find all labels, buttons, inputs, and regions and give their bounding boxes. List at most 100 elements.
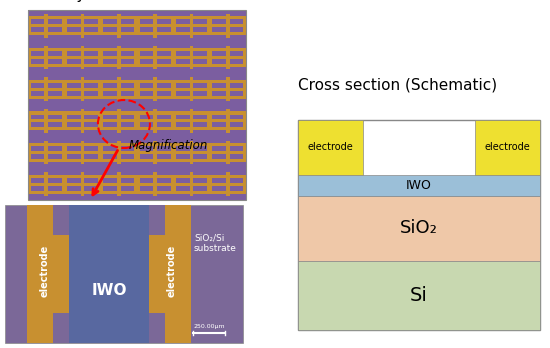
Bar xyxy=(81,46,84,69)
Bar xyxy=(67,183,81,186)
Bar xyxy=(157,143,171,146)
Bar xyxy=(67,64,81,67)
Bar xyxy=(64,80,67,99)
Bar xyxy=(48,48,62,51)
Bar xyxy=(157,80,171,83)
Bar xyxy=(120,143,134,146)
Bar xyxy=(140,64,153,67)
Bar xyxy=(207,143,210,162)
Bar xyxy=(45,77,48,101)
Bar xyxy=(117,46,120,69)
Bar xyxy=(298,120,364,175)
Bar xyxy=(190,172,193,196)
Bar xyxy=(157,190,171,194)
Bar xyxy=(190,141,193,164)
Text: SiO₂/Si
substrate: SiO₂/Si substrate xyxy=(194,234,237,253)
Bar xyxy=(120,56,134,59)
Bar xyxy=(171,111,174,130)
Bar xyxy=(31,88,45,91)
Bar xyxy=(136,111,140,130)
Bar xyxy=(64,175,67,194)
Bar xyxy=(193,32,207,35)
Bar xyxy=(226,14,230,38)
Bar xyxy=(212,80,226,83)
Bar xyxy=(134,143,138,162)
Bar xyxy=(120,159,134,162)
Bar xyxy=(212,143,226,146)
Bar xyxy=(210,175,212,194)
Bar xyxy=(67,119,81,122)
Bar xyxy=(193,16,207,19)
Bar xyxy=(84,88,98,91)
Bar xyxy=(120,24,134,27)
Bar xyxy=(193,183,207,186)
Bar xyxy=(176,119,190,122)
Bar xyxy=(134,175,138,194)
Bar xyxy=(176,16,190,19)
Bar xyxy=(67,127,81,130)
Bar xyxy=(84,48,98,51)
Bar xyxy=(120,151,134,154)
Bar xyxy=(210,80,212,99)
Bar xyxy=(244,143,246,162)
Bar xyxy=(48,190,62,194)
Bar xyxy=(226,109,230,133)
Bar xyxy=(48,80,62,83)
Bar xyxy=(103,151,117,154)
Bar xyxy=(120,64,134,67)
Bar xyxy=(226,172,230,196)
Bar xyxy=(212,56,226,59)
Bar xyxy=(157,127,171,130)
Bar xyxy=(230,88,244,91)
Bar xyxy=(84,143,98,146)
Bar xyxy=(176,143,190,146)
Bar xyxy=(244,175,246,194)
Bar xyxy=(212,159,226,162)
Bar xyxy=(62,80,65,99)
Bar xyxy=(28,143,31,162)
Bar xyxy=(157,64,171,67)
Bar xyxy=(136,48,140,67)
Bar xyxy=(140,183,153,186)
Bar xyxy=(48,175,62,178)
Text: electrode: electrode xyxy=(308,142,354,152)
Text: Magnification: Magnification xyxy=(129,139,208,152)
Bar xyxy=(103,143,117,146)
Bar xyxy=(207,80,210,99)
Bar xyxy=(212,111,226,114)
Bar xyxy=(45,46,48,69)
Bar xyxy=(212,151,226,154)
Bar xyxy=(298,175,540,196)
Bar xyxy=(134,111,138,130)
Bar xyxy=(193,88,207,91)
Bar xyxy=(98,48,101,67)
Bar xyxy=(84,32,98,35)
Bar xyxy=(207,48,210,67)
Bar xyxy=(84,190,98,194)
Bar xyxy=(212,190,226,194)
Text: IWO: IWO xyxy=(91,283,127,298)
Bar xyxy=(176,56,190,59)
Bar xyxy=(120,119,134,122)
Bar xyxy=(212,183,226,186)
Bar xyxy=(134,80,138,99)
Bar xyxy=(28,111,31,130)
Bar xyxy=(230,24,244,27)
Text: electrode: electrode xyxy=(40,245,50,297)
Bar xyxy=(176,24,190,27)
Bar xyxy=(226,77,230,101)
Bar xyxy=(212,32,226,35)
Bar xyxy=(103,159,117,162)
Bar xyxy=(81,14,84,38)
Bar xyxy=(28,10,246,200)
Bar xyxy=(176,151,190,154)
Bar xyxy=(31,56,45,59)
Bar xyxy=(157,119,171,122)
Bar xyxy=(244,48,246,67)
Bar xyxy=(67,175,81,178)
Bar xyxy=(173,80,176,99)
Bar xyxy=(230,16,244,19)
Bar xyxy=(153,109,157,133)
Bar xyxy=(230,56,244,59)
Bar xyxy=(53,205,69,235)
